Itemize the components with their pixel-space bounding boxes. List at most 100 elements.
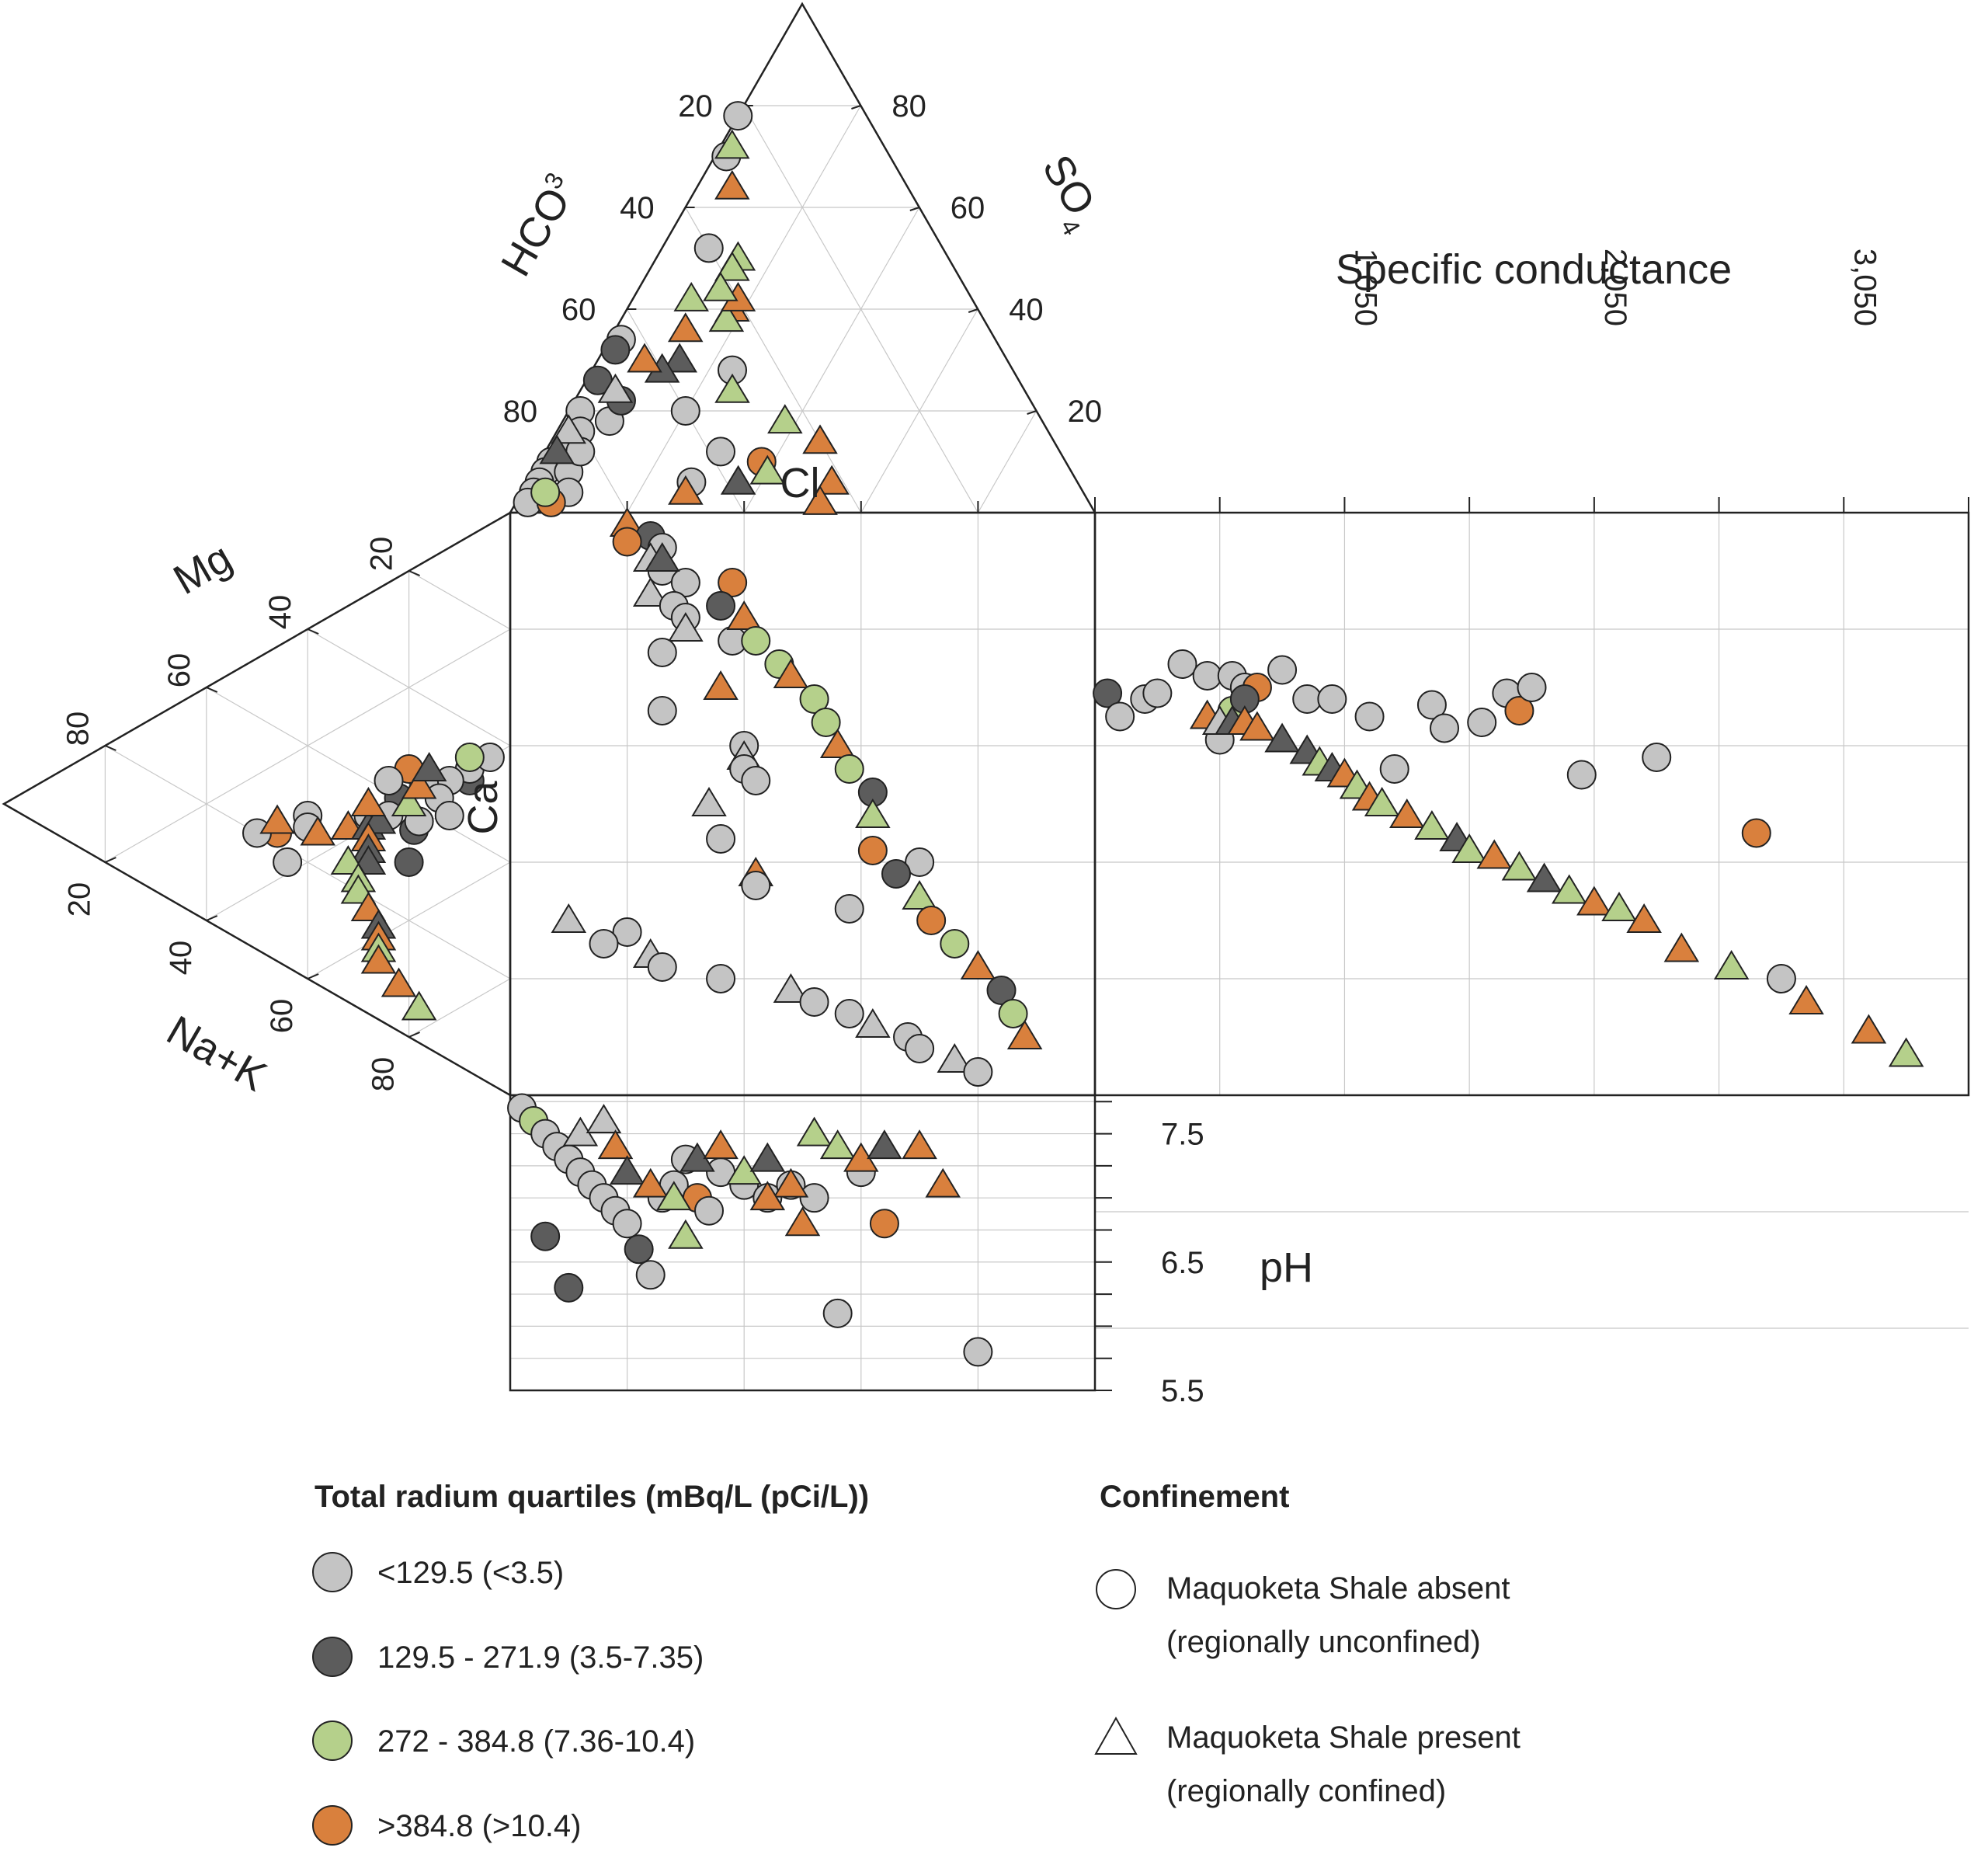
ph-point	[749, 1142, 786, 1172]
conductance-point	[1888, 1037, 1924, 1067]
diamond-point	[881, 859, 911, 889]
nak-tick	[307, 973, 319, 979]
diamond-point	[819, 729, 856, 758]
cation-grid	[307, 861, 511, 979]
diamond-point	[647, 952, 677, 982]
conductance-point	[1354, 701, 1385, 732]
conductance-point	[1741, 818, 1771, 848]
ph-point	[632, 1167, 669, 1198]
conductance-point	[1192, 661, 1222, 691]
anion-point	[551, 414, 586, 444]
diamond-point	[589, 929, 619, 959]
diamond-point	[647, 696, 677, 725]
conductance-point	[1501, 851, 1538, 881]
anion-point	[693, 233, 724, 263]
conductance-point	[1379, 754, 1409, 784]
ph-point	[609, 1155, 645, 1185]
diamond-point	[905, 1034, 935, 1063]
so4-tick	[851, 105, 861, 110]
ph-tick-label: 6.5	[1161, 1246, 1204, 1280]
anion-point	[668, 475, 704, 505]
conductance-point	[1601, 892, 1637, 921]
ca-axis-label: Ca	[460, 781, 506, 835]
diamond-point	[960, 950, 996, 979]
legend-radium: Total radium quartiles (mBq/L (pCi/L)) <…	[312, 1480, 869, 1846]
ph-frame	[509, 1094, 1097, 1392]
cation-grid	[307, 628, 511, 746]
nak-tick	[206, 915, 218, 921]
conductance-point	[1766, 964, 1796, 993]
legend-swatch-circle	[1096, 1569, 1136, 1609]
conductance-point	[1626, 903, 1662, 933]
ph-point	[530, 1221, 561, 1251]
conductance-point	[1167, 649, 1197, 679]
cation-point	[394, 847, 424, 877]
nak-axis-label: Na+K	[159, 1007, 274, 1100]
diamond-point	[741, 626, 771, 656]
so4-tick	[968, 308, 978, 313]
cation-point	[374, 766, 404, 795]
conductance-point	[1264, 722, 1300, 753]
anion-point	[530, 477, 561, 507]
anion-triangle-frame	[508, 2, 1097, 514]
diamond-point	[902, 880, 937, 910]
legend-absent-line1: Maquoketa Shale absent	[1166, 1571, 1510, 1606]
legend-item-2: 129.5 - 271.9 (3.5-7.35)	[377, 1641, 704, 1675]
diamond-point	[998, 999, 1028, 1028]
mg-tick-label: 20	[365, 537, 399, 572]
nak-tick	[105, 857, 116, 863]
ph-point	[773, 1167, 809, 1198]
svg-text:SO4: SO4	[1024, 148, 1110, 240]
hco3-tick-label: 20	[678, 89, 713, 124]
ph-axis-label: pH	[1260, 1244, 1313, 1291]
diamond-point	[834, 999, 864, 1028]
diamond-point	[647, 638, 677, 667]
anion-point	[802, 485, 838, 515]
so4-tick-label: 80	[891, 89, 926, 124]
so4-tick	[1027, 410, 1037, 415]
diamond-point	[940, 929, 970, 959]
so4-tick	[909, 207, 920, 211]
nak-tick-label: 20	[62, 882, 96, 917]
cation-point	[273, 847, 303, 877]
mg-axis-label: Mg	[166, 534, 240, 604]
ph-point	[796, 1116, 832, 1146]
conductance-point	[1476, 839, 1513, 869]
anion-point	[749, 454, 786, 485]
anion-point	[670, 396, 700, 426]
conductance-point	[1851, 1014, 1887, 1044]
nak-tick	[408, 1032, 420, 1038]
mg-tick-label: 80	[61, 712, 95, 746]
ph-point	[925, 1167, 961, 1198]
diamond-point	[691, 787, 727, 816]
conductance-point	[1467, 708, 1497, 737]
conductance-point	[1317, 684, 1347, 714]
anion-grid	[860, 308, 978, 513]
cation-point	[259, 804, 295, 834]
conductance-point	[1451, 833, 1487, 863]
diamond-point	[718, 568, 748, 597]
ph-point	[612, 1209, 642, 1239]
diamond-point	[1006, 1020, 1043, 1049]
conductance-axis-label: Specific conductance	[1336, 246, 1732, 293]
ph-point	[624, 1234, 654, 1265]
legend-radium-title: Total radium quartiles (mBq/L (pCi/L))	[315, 1480, 869, 1514]
hco3-text: HCO	[492, 180, 579, 284]
hco3-tick-label: 60	[561, 293, 596, 327]
conductance-point	[1105, 701, 1135, 732]
mg-tick	[408, 570, 420, 576]
anion-point	[706, 437, 736, 467]
anion-point	[767, 404, 803, 434]
ph-point	[586, 1104, 622, 1134]
anion-point	[720, 464, 756, 495]
cation-point	[381, 967, 417, 997]
ph-point	[799, 1183, 829, 1213]
diamond-point	[612, 527, 642, 557]
ph-point	[597, 1129, 634, 1160]
ph-point	[635, 1260, 666, 1290]
anion-point	[597, 373, 634, 403]
conductance-point	[1267, 655, 1298, 685]
diamond-point	[668, 612, 704, 642]
ph-point	[822, 1298, 853, 1328]
